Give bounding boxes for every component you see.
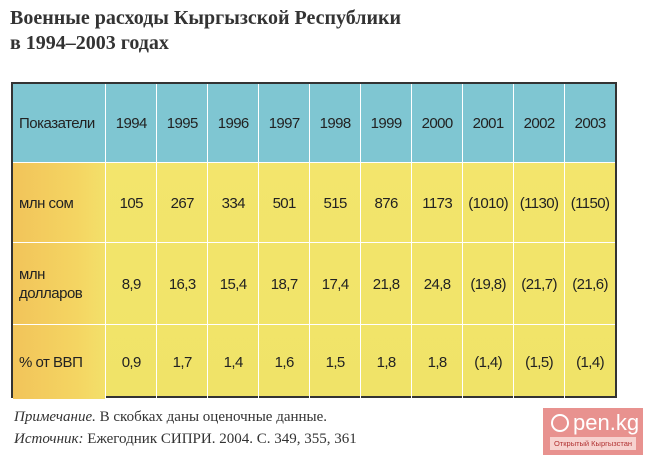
year-header: 2000 [411,84,462,162]
table-cell: 501 [258,163,309,243]
table-cell: (1010) [462,163,513,243]
note-label: Примечание. [14,409,96,425]
table-cell: 0,9 [105,325,156,399]
row-label: млн долларов [13,243,106,325]
year-header: 1998 [309,84,360,162]
row-label: % от ВВП [13,325,106,399]
logo-circle-icon [551,414,569,432]
table-cell: 1173 [411,163,462,243]
title-line-2: в 1994–2003 годах [10,32,169,54]
table-cell: 21,8 [360,243,411,325]
table-cell: 16,3 [156,243,207,325]
title-line-1: Военные расходы Кыргызской Республики [10,7,402,29]
header-row: Показатели 1994 1995 1996 1997 1998 1999 2000 20… [13,84,615,162]
table-cell: 1,7 [156,325,207,399]
table-row: млн долларов 8,9 16,3 15,4 18,7 17,4 21,8 24,8(… [13,242,615,325]
table-cell: (1130) [513,163,564,243]
table-cell: 515 [309,163,360,243]
logo-tagline: Открытый Кыргызстан [550,437,636,450]
header-label: Показатели [19,114,95,132]
table-cell: 334 [207,163,258,243]
year-header: 2002 [513,84,564,162]
logo-name: pen.kg [573,410,640,435]
table-cell: (1,5) [513,325,564,399]
year-header: 1995 [156,84,207,162]
table-cell: (21,7) [513,243,564,325]
table-cell: (19,8) [462,243,513,325]
table-cell: (1150) [564,163,615,243]
table-cell: 876 [360,163,411,243]
table-cell: 1,6 [258,325,309,399]
data-table: Показатели 1994 1995 1996 1997 1998 1999 2000 20… [11,82,617,399]
year-header: 1994 [105,84,156,162]
year-header: 2003 [564,84,615,162]
table-cell: 1,5 [309,325,360,399]
source-label: Источник: [14,431,84,447]
source-text: Ежегодник СИПРИ. 2004. С. 349, 355, 361 [83,431,357,447]
table-row: % от ВВП 0,9 1,7 1,4 1,6 1,5 1,8 1,8 (1,4) (1,5)(… [13,324,615,399]
year-header: 1999 [360,84,411,162]
note-text: В скобках даны оценочные данные. [95,409,328,425]
watermark-logo: pen.kg Открытый Кыргызстан [543,408,643,455]
table-cell: (1,4) [564,325,615,399]
table-row: млн сом 105 267 334 501 515 876 1173 (1010) (1130… [13,162,615,243]
page-title: Военные расходы Кыргызской Республики в … [10,6,401,56]
source: Источник: Ежегодник СИПРИ. 2004. С. 349,… [14,431,357,448]
table-cell: 1,8 [411,325,462,399]
note: Примечание. В скобках даны оценочные дан… [14,409,327,426]
row-label: млн сом [13,163,106,243]
table-cell: 8,9 [105,243,156,325]
table-cell: 1,8 [360,325,411,399]
year-header: 1997 [258,84,309,162]
table-cell: 17,4 [309,243,360,325]
table-cell: 267 [156,163,207,243]
table-cell: 24,8 [411,243,462,325]
year-header: 1996 [207,84,258,162]
table-cell: 18,7 [258,243,309,325]
table-cell: 105 [105,163,156,243]
table-cell: (1,4) [462,325,513,399]
table-cell: 1,4 [207,325,258,399]
table-cell: 15,4 [207,243,258,325]
year-header: 2001 [462,84,513,162]
table-cell: (21,6) [564,243,615,325]
